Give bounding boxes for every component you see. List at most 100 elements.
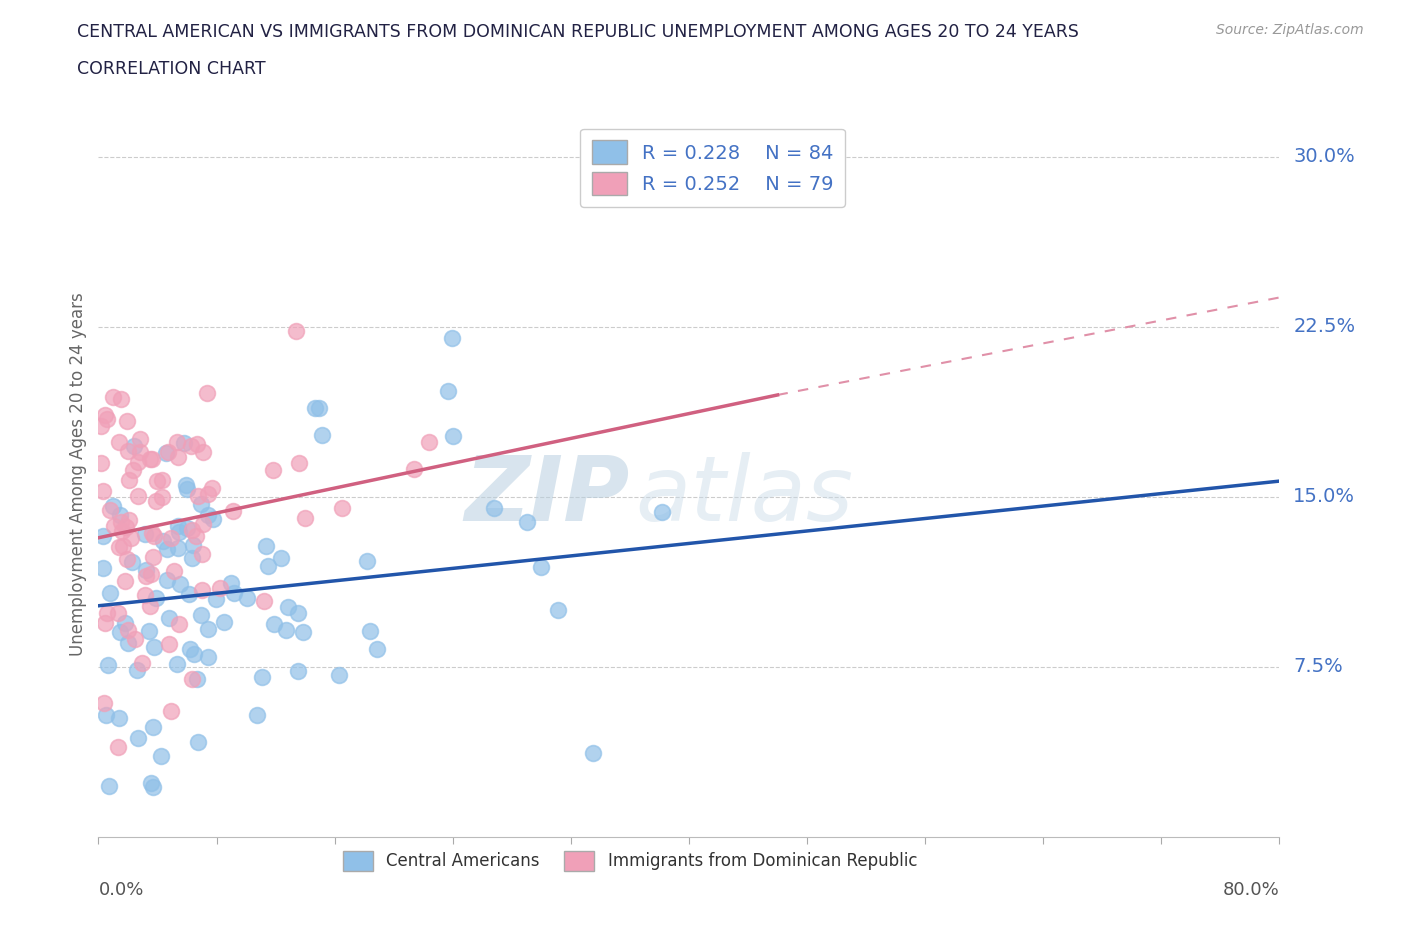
Point	[169, 525, 191, 539]
Point	[197, 650, 219, 665]
Point	[441, 429, 464, 444]
Point	[114, 574, 136, 589]
Point	[263, 617, 285, 631]
Point	[134, 588, 156, 603]
Point	[359, 624, 381, 639]
Point	[91, 529, 114, 544]
Point	[155, 445, 177, 460]
Point	[180, 551, 202, 565]
Point	[101, 389, 124, 404]
Point	[139, 451, 162, 466]
Text: 30.0%: 30.0%	[1294, 148, 1355, 166]
Point	[530, 559, 553, 574]
Text: atlas: atlas	[636, 452, 853, 540]
Point	[166, 519, 188, 534]
Point	[97, 658, 120, 672]
Point	[111, 524, 134, 538]
Point	[197, 486, 219, 501]
Point	[101, 498, 124, 513]
Point	[166, 657, 188, 671]
Text: 0.0%: 0.0%	[98, 881, 143, 898]
Point	[124, 631, 146, 646]
Point	[169, 577, 191, 591]
Point	[174, 478, 197, 493]
Point	[441, 330, 464, 345]
Point	[181, 671, 204, 686]
Point	[482, 500, 505, 515]
Point	[152, 534, 174, 549]
Point	[190, 497, 212, 512]
Point	[516, 515, 538, 530]
Point	[186, 672, 208, 687]
Point	[209, 580, 232, 595]
Point	[547, 603, 569, 618]
Point	[139, 599, 162, 614]
Y-axis label: Unemployment Among Ages 20 to 24 years: Unemployment Among Ages 20 to 24 years	[69, 292, 87, 657]
Point	[157, 636, 180, 651]
Point	[304, 400, 326, 415]
Point	[131, 656, 153, 671]
Point	[120, 530, 142, 545]
Point	[292, 625, 315, 640]
Point	[107, 434, 129, 449]
Point	[328, 667, 350, 682]
Point	[163, 564, 186, 578]
Text: 7.5%: 7.5%	[1294, 658, 1343, 676]
Point	[437, 383, 460, 398]
Point	[287, 605, 309, 620]
Point	[107, 605, 129, 620]
Point	[138, 624, 160, 639]
Point	[145, 591, 167, 605]
Point	[236, 591, 259, 605]
Point	[277, 600, 299, 615]
Point	[134, 526, 156, 541]
Point	[98, 586, 121, 601]
Point	[98, 503, 121, 518]
Point	[110, 514, 132, 529]
Point	[114, 616, 136, 631]
Point	[212, 615, 235, 630]
Text: 80.0%: 80.0%	[1223, 881, 1279, 898]
Point	[157, 445, 180, 459]
Point	[129, 445, 152, 459]
Point	[197, 621, 219, 636]
Text: 22.5%: 22.5%	[1294, 317, 1355, 337]
Point	[179, 587, 201, 602]
Point	[179, 641, 201, 656]
Point	[108, 508, 131, 523]
Point	[117, 635, 139, 650]
Point	[167, 617, 190, 631]
Point	[146, 473, 169, 488]
Point	[150, 473, 173, 488]
Point	[180, 523, 202, 538]
Point	[181, 538, 204, 552]
Point	[115, 520, 138, 535]
Text: Source: ZipAtlas.com: Source: ZipAtlas.com	[1216, 23, 1364, 37]
Point	[294, 511, 316, 525]
Point	[149, 749, 172, 764]
Point	[190, 607, 212, 622]
Point	[166, 434, 188, 449]
Point	[127, 730, 149, 745]
Point	[108, 711, 131, 725]
Point	[135, 563, 157, 578]
Point	[141, 776, 163, 790]
Point	[142, 550, 165, 565]
Point	[180, 438, 202, 453]
Point	[121, 555, 143, 570]
Point	[122, 439, 145, 454]
Point	[245, 708, 267, 723]
Point	[91, 484, 114, 498]
Point	[274, 622, 297, 637]
Point	[103, 519, 125, 534]
Point	[191, 445, 214, 459]
Point	[287, 664, 309, 679]
Point	[107, 739, 129, 754]
Point	[122, 463, 145, 478]
Point	[176, 521, 198, 536]
Point	[186, 436, 208, 451]
Point	[125, 663, 148, 678]
Point	[187, 488, 209, 503]
Point	[191, 547, 214, 562]
Point	[166, 449, 188, 464]
